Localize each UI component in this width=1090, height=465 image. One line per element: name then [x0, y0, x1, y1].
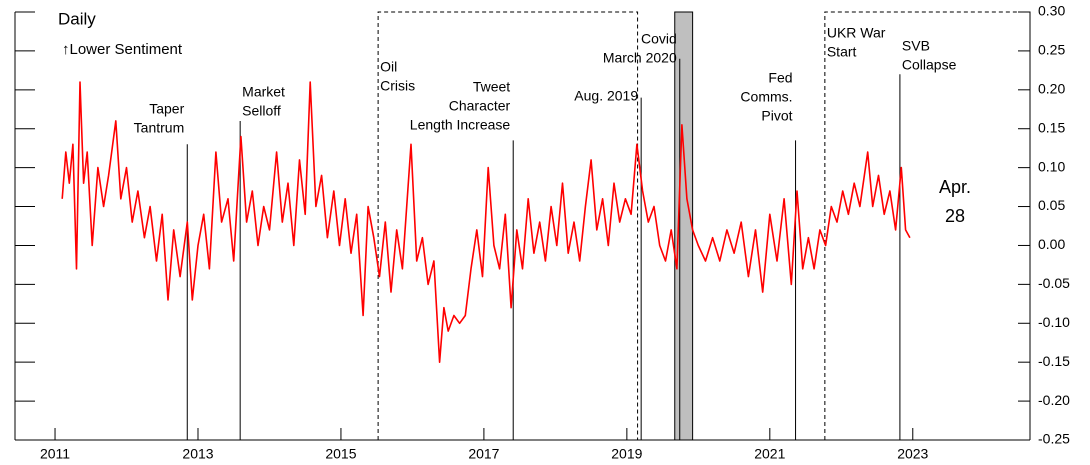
event-label: Selloff: [242, 103, 281, 119]
y-tick-label: 0.20: [1038, 81, 1065, 97]
period-box: [824, 11, 1031, 440]
y-tick-label: -0.20: [1038, 392, 1070, 408]
x-tick-label: 2015: [325, 446, 356, 462]
event-label: Tantrum: [134, 120, 185, 136]
event-label: Taper: [149, 101, 184, 117]
period-box: [377, 11, 639, 440]
event-label: Fed: [768, 70, 792, 86]
event-label: UKR War: [827, 25, 886, 41]
y-tick-label: -0.15: [1038, 353, 1070, 369]
annotation: Apr.: [939, 177, 971, 197]
event-label: Aug. 2019: [574, 88, 638, 104]
event-label: Start: [827, 44, 857, 60]
shaded-period: [674, 11, 694, 441]
event-label: Tweet: [473, 79, 510, 95]
event-label: Collapse: [902, 57, 957, 73]
y-tick-label: -0.05: [1038, 275, 1070, 291]
x-tick-label: 2011: [40, 446, 70, 462]
annotation: 28: [945, 206, 965, 226]
y-tick-label: 0.25: [1038, 42, 1065, 58]
annotation: ↑Lower Sentiment: [62, 41, 183, 58]
event-label: Covid: [641, 31, 677, 47]
data-line: [61, 81, 911, 363]
x-tick-label: 2023: [897, 446, 928, 462]
event-label: SVB: [902, 38, 930, 54]
y-tick-label: -0.25: [1038, 431, 1070, 447]
event-label: Oil: [380, 59, 397, 75]
y-tick-label: 0.05: [1038, 197, 1065, 213]
event-label: Length Increase: [410, 117, 511, 133]
x-tick-label: 2019: [611, 446, 642, 462]
x-tick-label: 2021: [754, 446, 785, 462]
event-label: March 2020: [603, 50, 677, 66]
y-tick-label: 0.15: [1038, 119, 1065, 135]
y-tick-label: 0.00: [1038, 236, 1065, 252]
y-tick-label: 0.30: [1038, 3, 1065, 19]
annotation: Daily: [58, 9, 96, 28]
y-tick-label: -0.10: [1038, 314, 1070, 330]
event-label: Crisis: [380, 78, 415, 94]
y-tick-label: 0.10: [1038, 158, 1065, 174]
event-label: Character: [449, 98, 511, 114]
x-tick-label: 2013: [182, 446, 213, 462]
event-label: Pivot: [761, 108, 792, 124]
event-label: Market: [242, 84, 285, 100]
event-label: Comms.: [740, 89, 792, 105]
x-tick-label: 2017: [468, 446, 499, 462]
